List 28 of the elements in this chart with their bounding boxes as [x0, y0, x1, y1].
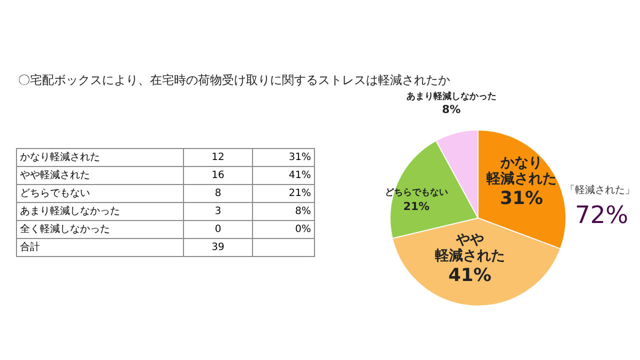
- category-label: どちらでもない: [16, 184, 184, 202]
- data-label: 16: [184, 166, 252, 184]
- data-label: 31%: [252, 148, 314, 166]
- data-label: 21%: [252, 184, 314, 202]
- data-label: 8%: [252, 202, 314, 220]
- data-label: 31%: [500, 188, 544, 210]
- category-label: かなり軽減された: [16, 148, 184, 166]
- slice-label: やや軽減された: [434, 232, 506, 264]
- data-label: 8: [184, 184, 252, 202]
- slice-label: かなり軽減された: [486, 154, 556, 187]
- category-label: やや軽減された: [16, 166, 184, 184]
- text: 72%: [575, 201, 628, 229]
- data-label: 0%: [252, 220, 314, 238]
- data-label: 12: [184, 148, 252, 166]
- data-label: 41%: [447, 265, 492, 288]
- data-label: 21%: [402, 200, 431, 214]
- category-label: あまり軽減しなかった: [16, 202, 184, 220]
- text: 〇宅配ボックスにより、在宅時の荷物受け取りに関するストレスは軽減されたか: [18, 72, 450, 89]
- slice-label: どちらでもない: [384, 188, 449, 199]
- data-label: 3: [184, 202, 252, 220]
- data-label: 0: [184, 220, 252, 238]
- text: 39: [212, 242, 224, 253]
- category-label: 全く軽減しなかった: [16, 220, 184, 238]
- data-label: 8%: [440, 103, 462, 117]
- data-label: 41%: [252, 166, 314, 184]
- slice-label: あまり軽減しなかった: [405, 92, 498, 102]
- text: 「軽減された」: [565, 184, 635, 197]
- text: 合計: [16, 238, 184, 256]
